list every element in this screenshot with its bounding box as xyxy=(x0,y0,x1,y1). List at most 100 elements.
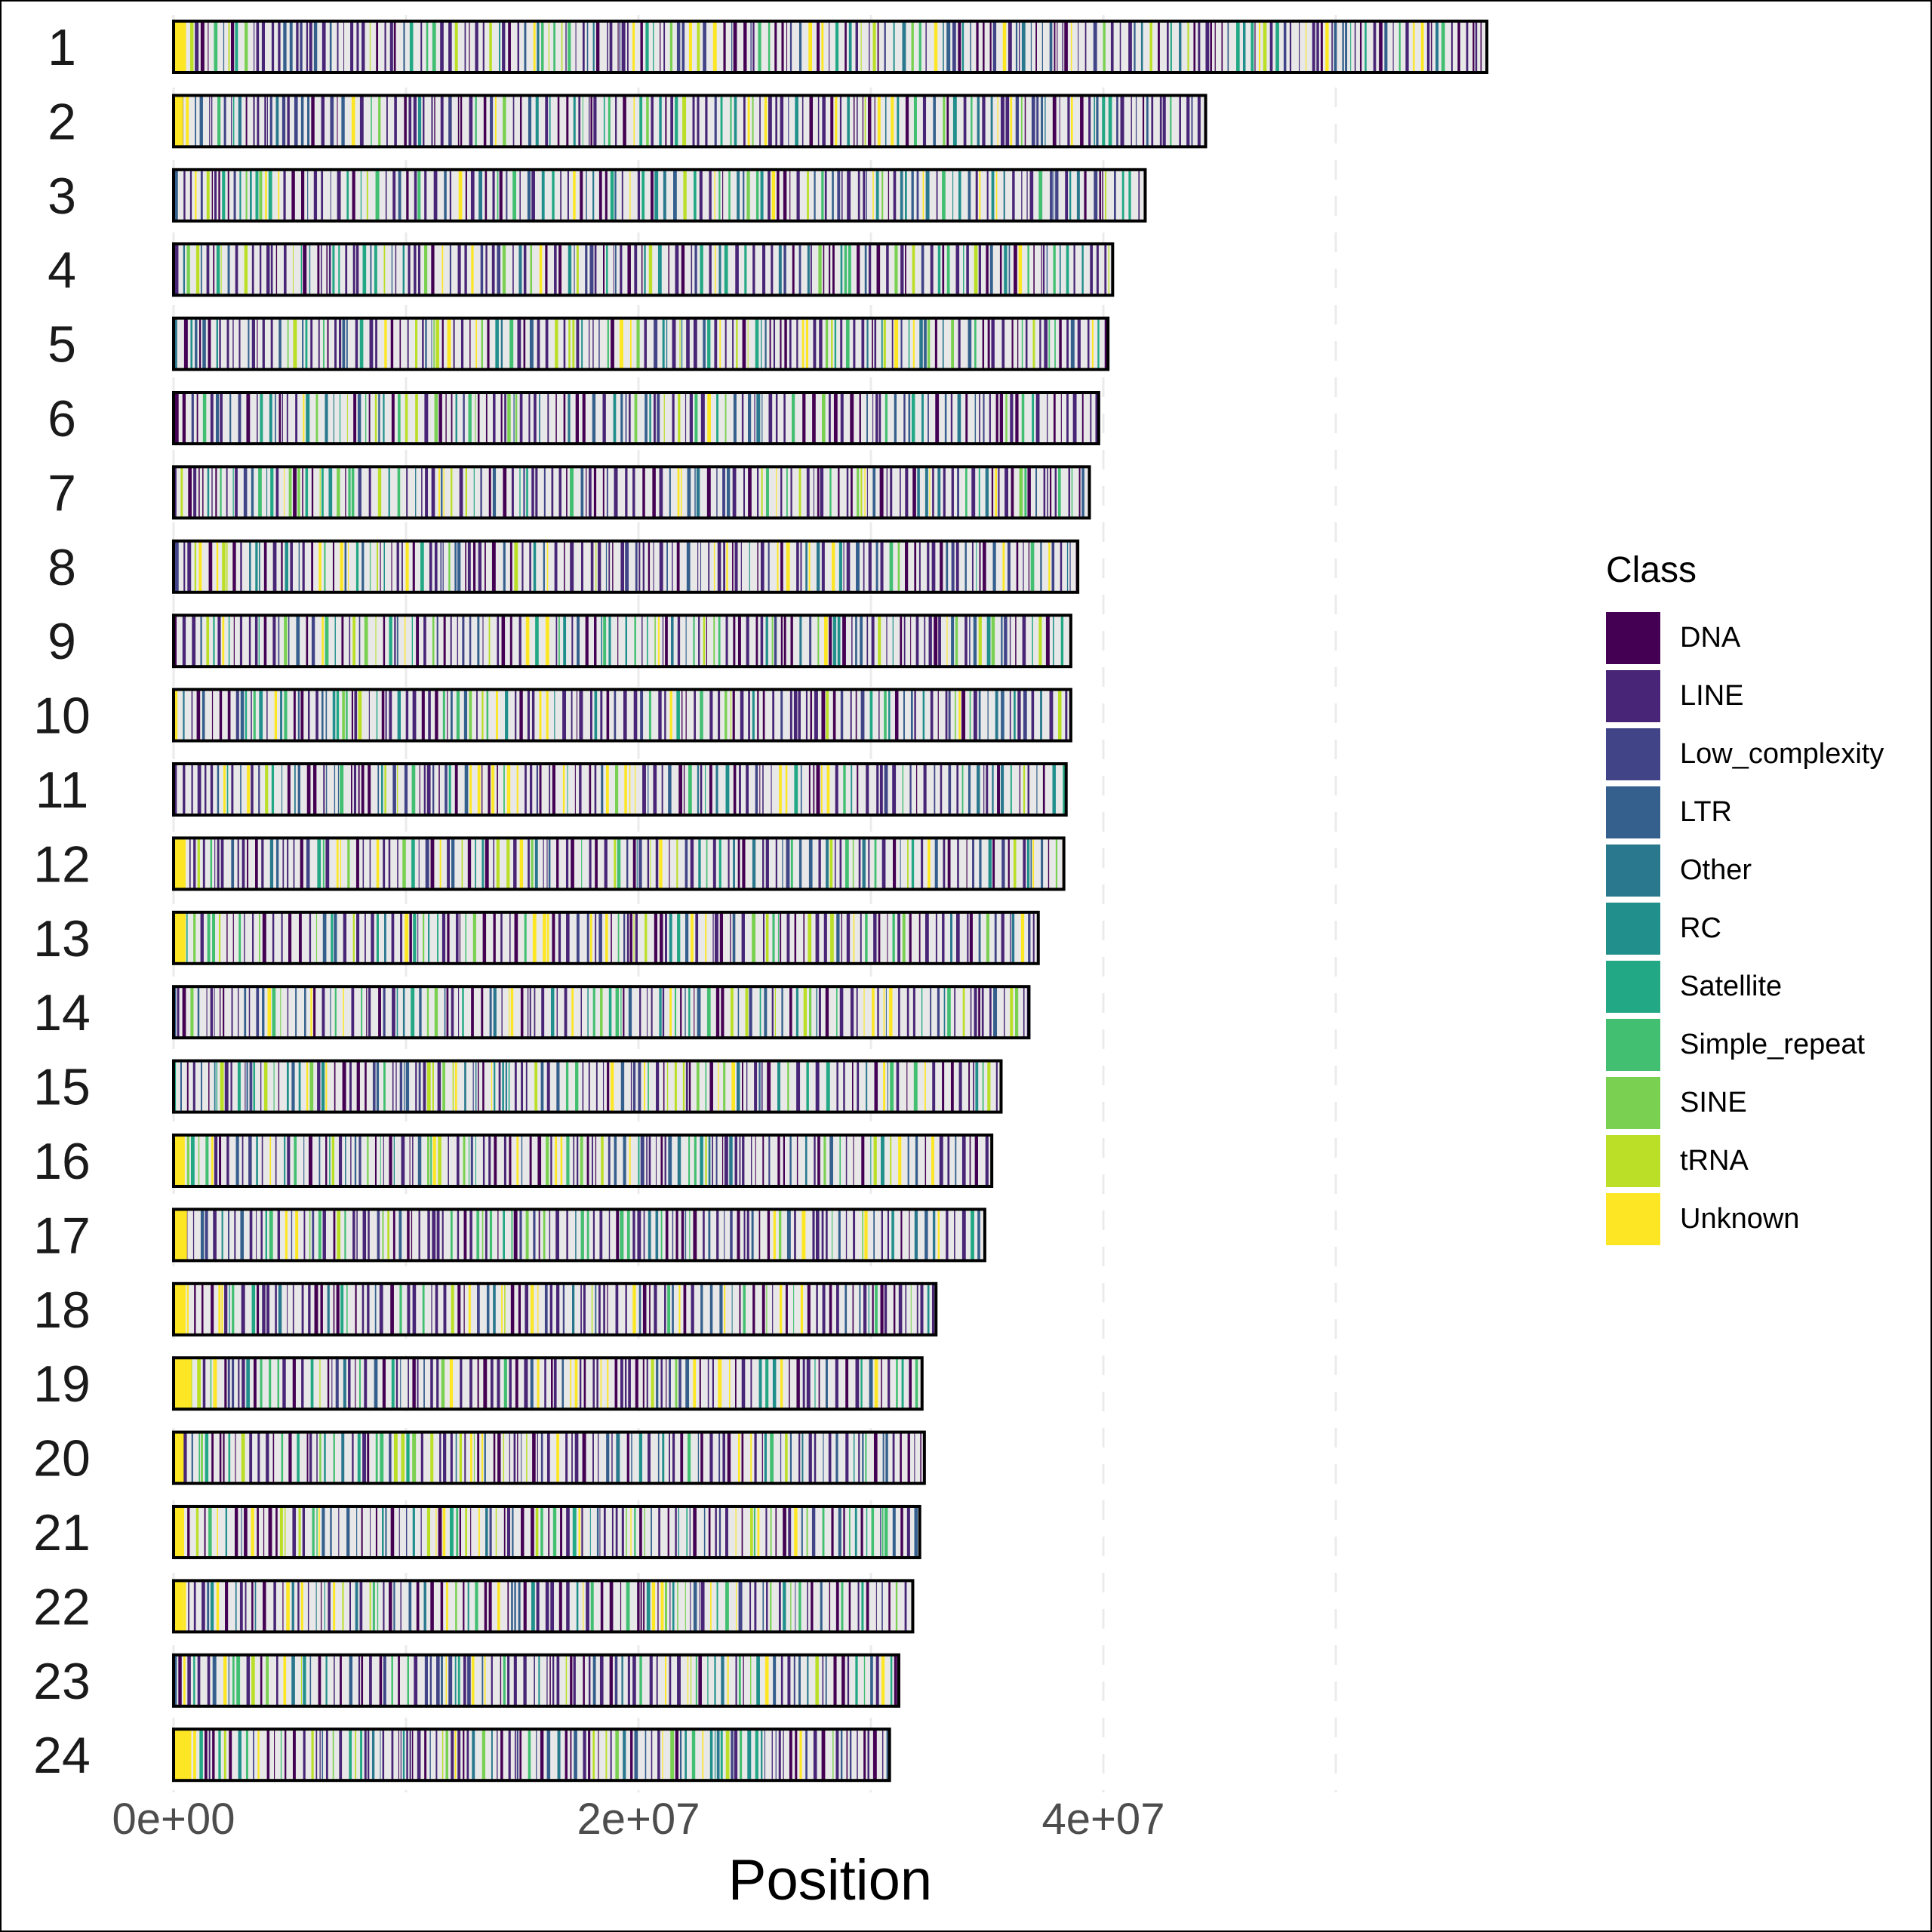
repeat-stripe xyxy=(352,1432,354,1484)
repeat-stripe xyxy=(735,1358,737,1410)
repeat-stripe xyxy=(266,1432,269,1484)
repeat-stripe xyxy=(1010,986,1014,1038)
repeat-stripe xyxy=(637,169,641,221)
repeat-stripe xyxy=(670,1729,675,1781)
repeat-stripe xyxy=(646,986,648,1038)
repeat-stripe xyxy=(555,1283,560,1335)
repeat-stripe xyxy=(847,1654,850,1706)
chromosome-bar-2 xyxy=(172,94,1208,149)
y-tick-label-6: 6 xyxy=(48,390,76,448)
repeat-stripe xyxy=(349,1729,352,1781)
repeat-stripe xyxy=(475,21,478,72)
legend-item-trna: tRNA xyxy=(1606,1132,1923,1190)
repeat-stripe xyxy=(391,1654,393,1706)
legend-key-swatch xyxy=(1606,844,1660,897)
repeat-stripe xyxy=(493,986,497,1038)
repeat-stripe xyxy=(205,1432,209,1484)
repeat-stripe xyxy=(886,615,888,667)
repeat-stripe xyxy=(318,1135,321,1186)
repeat-stripe xyxy=(592,318,594,370)
repeat-stripe xyxy=(781,986,783,1038)
repeat-stripe xyxy=(986,244,989,296)
repeat-stripe xyxy=(809,615,812,667)
repeat-stripe xyxy=(940,540,943,592)
repeat-stripe xyxy=(532,912,537,964)
repeat-stripe xyxy=(1269,21,1273,72)
repeat-stripe xyxy=(408,244,411,296)
repeat-stripe xyxy=(549,1654,551,1706)
repeat-stripe xyxy=(750,1135,752,1186)
repeat-stripe xyxy=(190,1135,195,1186)
repeat-stripe xyxy=(741,912,745,964)
repeat-stripe xyxy=(648,1135,651,1186)
repeat-stripe xyxy=(175,1060,177,1112)
chromosome-bar-outline-21 xyxy=(172,1505,921,1559)
repeat-stripe xyxy=(639,95,643,147)
repeat-stripe xyxy=(502,1060,504,1112)
repeat-stripe xyxy=(838,1506,841,1558)
repeat-stripe xyxy=(519,689,523,741)
repeat-stripe xyxy=(364,1358,368,1410)
repeat-stripe xyxy=(325,1729,328,1781)
repeat-stripe xyxy=(840,392,844,444)
repeat-stripe xyxy=(496,689,498,741)
repeat-stripe xyxy=(384,21,386,72)
repeat-stripe xyxy=(775,1506,777,1558)
repeat-stripe xyxy=(378,986,381,1038)
repeat-stripe xyxy=(342,1060,346,1112)
repeat-stripe xyxy=(220,244,222,296)
repeat-stripe xyxy=(1024,466,1027,518)
repeat-stripe xyxy=(298,1506,301,1558)
repeat-stripe xyxy=(307,169,309,221)
repeat-stripe xyxy=(1035,392,1040,444)
repeat-stripe xyxy=(475,838,476,890)
repeat-stripe xyxy=(885,986,887,1038)
repeat-stripe xyxy=(576,1580,579,1632)
repeat-stripe xyxy=(887,1209,890,1261)
repeat-stripe xyxy=(399,1060,403,1112)
repeat-stripe xyxy=(657,1432,660,1484)
repeat-stripe xyxy=(266,244,270,296)
repeat-stripe xyxy=(1120,95,1124,147)
repeat-stripe xyxy=(247,838,249,890)
repeat-stripe xyxy=(867,95,872,147)
repeat-stripe xyxy=(794,912,797,964)
repeat-stripe xyxy=(929,466,931,518)
repeat-stripe xyxy=(829,1580,831,1632)
repeat-stripe xyxy=(735,1506,737,1558)
repeat-stripe xyxy=(798,21,802,72)
repeat-stripe xyxy=(620,986,622,1038)
repeat-stripe xyxy=(807,1283,811,1335)
repeat-stripe xyxy=(609,1580,614,1632)
repeat-stripe xyxy=(786,912,790,964)
repeat-stripe xyxy=(783,392,786,444)
repeat-stripe xyxy=(399,1283,402,1335)
repeat-stripe xyxy=(765,912,769,964)
repeat-stripe xyxy=(870,1135,872,1186)
repeat-stripe xyxy=(968,1060,971,1112)
repeat-stripe xyxy=(1102,169,1103,221)
repeat-stripe xyxy=(211,1283,214,1335)
repeat-stripe xyxy=(911,838,915,890)
repeat-stripe xyxy=(200,21,205,72)
repeat-stripe xyxy=(502,244,506,296)
repeat-stripe xyxy=(563,392,566,444)
repeat-stripe xyxy=(579,1358,582,1410)
repeat-stripe xyxy=(603,95,605,147)
repeat-stripe xyxy=(761,466,763,518)
repeat-stripe xyxy=(1004,244,1008,296)
repeat-stripe xyxy=(220,392,223,444)
chromosome-bar-outline-13 xyxy=(172,910,1040,965)
repeat-stripe xyxy=(893,21,895,72)
repeat-stripe xyxy=(743,95,746,147)
repeat-stripe xyxy=(512,169,517,221)
repeat-stripe xyxy=(345,244,348,296)
repeat-stripe xyxy=(211,689,214,741)
repeat-stripe xyxy=(467,540,471,592)
repeat-stripe xyxy=(284,244,287,296)
y-tick-label-23: 23 xyxy=(33,1653,91,1710)
repeat-stripe xyxy=(521,1506,525,1558)
repeat-stripe xyxy=(536,1729,537,1781)
repeat-stripe xyxy=(534,986,536,1038)
repeat-stripe xyxy=(880,1506,881,1558)
